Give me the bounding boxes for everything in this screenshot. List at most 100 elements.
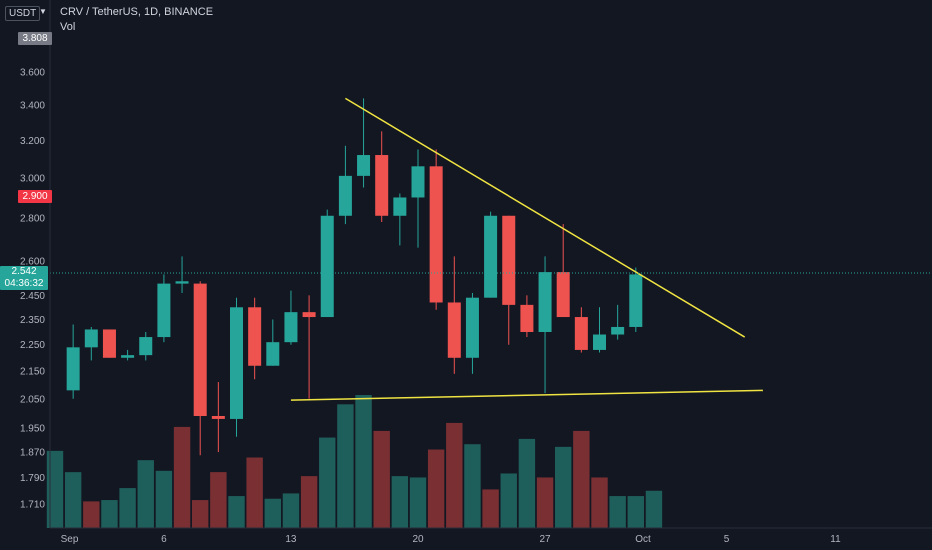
volume-bar (228, 496, 245, 528)
last-price-value: 2.542 (11, 266, 37, 277)
volume-bar (427, 449, 445, 528)
candle (520, 295, 534, 338)
time-axis[interactable]: Sep 6 13 20 27 Oct 5 11 (61, 534, 841, 545)
volume-bar (609, 496, 626, 528)
volume-bar (282, 493, 300, 528)
volume-bar (373, 430, 390, 528)
volume-bar (155, 470, 173, 528)
candle (447, 256, 461, 374)
time-tick-label: 6 (161, 534, 167, 545)
volume-bar (573, 430, 590, 528)
volume-bar (137, 460, 154, 528)
candle-body (266, 342, 280, 366)
chart-header: USDT ▼ CRV / TetherUS, 1D, BINANCE Vol (0, 0, 932, 36)
candle (157, 274, 171, 343)
candle (84, 326, 98, 361)
candle-body (447, 302, 461, 358)
candle (320, 209, 334, 318)
price-tick-label: 3.200 (20, 136, 45, 147)
candle (611, 304, 625, 340)
volume-bar (300, 476, 318, 528)
candle-body (121, 355, 135, 358)
price-tag-close: 2.900 (18, 190, 52, 203)
candle-body (211, 416, 225, 419)
volume-bar (591, 477, 608, 528)
candle-body (429, 166, 443, 303)
volume-bar (555, 446, 572, 528)
candle-body (320, 215, 334, 318)
candle-body (102, 329, 116, 358)
volume-bar (391, 476, 409, 528)
candle-body (375, 155, 389, 216)
bar-countdown: 04:36:32 (4, 278, 44, 289)
price-tick-label: 2.450 (20, 291, 45, 302)
candle (429, 149, 443, 310)
candle-body (538, 272, 552, 332)
candle (629, 267, 643, 332)
volume-bar (409, 477, 427, 528)
candle (193, 281, 207, 456)
volume-bar (264, 498, 281, 528)
candle (338, 145, 352, 225)
candle-body (284, 312, 298, 343)
candle-body (230, 307, 243, 419)
candle-body (465, 297, 479, 358)
trendline (290, 389, 763, 401)
candle-body (629, 274, 643, 327)
candle-body (574, 317, 588, 350)
candle-body (484, 215, 498, 298)
candle (502, 215, 516, 345)
price-axis[interactable]: 3.600 3.400 3.200 3.000 2.800 2.600 2.450 2.350… (20, 68, 45, 511)
volume-bar (192, 500, 209, 528)
price-tick-label: 2.600 (20, 256, 45, 267)
price-tick-label: 1.870 (20, 448, 45, 459)
price-tick-label: 1.950 (20, 423, 45, 434)
volume-bar (83, 501, 100, 528)
time-tick-label: 11 (830, 534, 841, 545)
volume-bar (46, 450, 64, 528)
price-tick-label: 3.600 (20, 68, 45, 79)
price-tick-label: 3.400 (20, 101, 45, 112)
candles (66, 98, 643, 456)
candle (248, 297, 262, 380)
volume-bar (173, 426, 191, 528)
volume-bar (627, 496, 644, 528)
candle-body (502, 215, 516, 305)
candle-body (338, 175, 352, 216)
candle-body (393, 197, 407, 216)
time-tick-label: 20 (412, 534, 424, 545)
volume-bar (119, 488, 136, 528)
time-tick-label: Oct (635, 534, 651, 545)
trendline (345, 97, 746, 338)
price-tick-label: 2.250 (20, 340, 45, 351)
volume-bar (464, 444, 481, 528)
candle-body (556, 272, 570, 318)
time-tick-label: 13 (285, 534, 297, 545)
candle (139, 331, 153, 361)
candle (538, 256, 552, 394)
volume-bar (518, 438, 536, 528)
volume-label: Vol (60, 21, 76, 33)
last-price-tag: 2.542 04:36:32 (0, 266, 48, 290)
candle (556, 224, 570, 318)
candle-body (520, 304, 534, 332)
candle-body (611, 326, 625, 335)
candle (393, 193, 407, 246)
time-tick-label: 27 (539, 534, 551, 545)
volume-bar (319, 437, 336, 528)
price-tick-label: 2.350 (20, 315, 45, 326)
candle-body (593, 334, 606, 350)
candle (574, 307, 588, 353)
candle (411, 149, 425, 248)
price-tick-label: 2.150 (20, 367, 45, 378)
candle-body (84, 329, 98, 348)
candle (593, 307, 606, 353)
candle (302, 295, 316, 399)
currency-badge[interactable]: USDT (5, 6, 41, 21)
candle-body (248, 307, 262, 366)
candle (102, 329, 116, 358)
chevron-down-icon[interactable]: ▼ (39, 7, 47, 16)
volume-bar (210, 472, 227, 528)
time-tick-label: Sep (61, 534, 79, 545)
